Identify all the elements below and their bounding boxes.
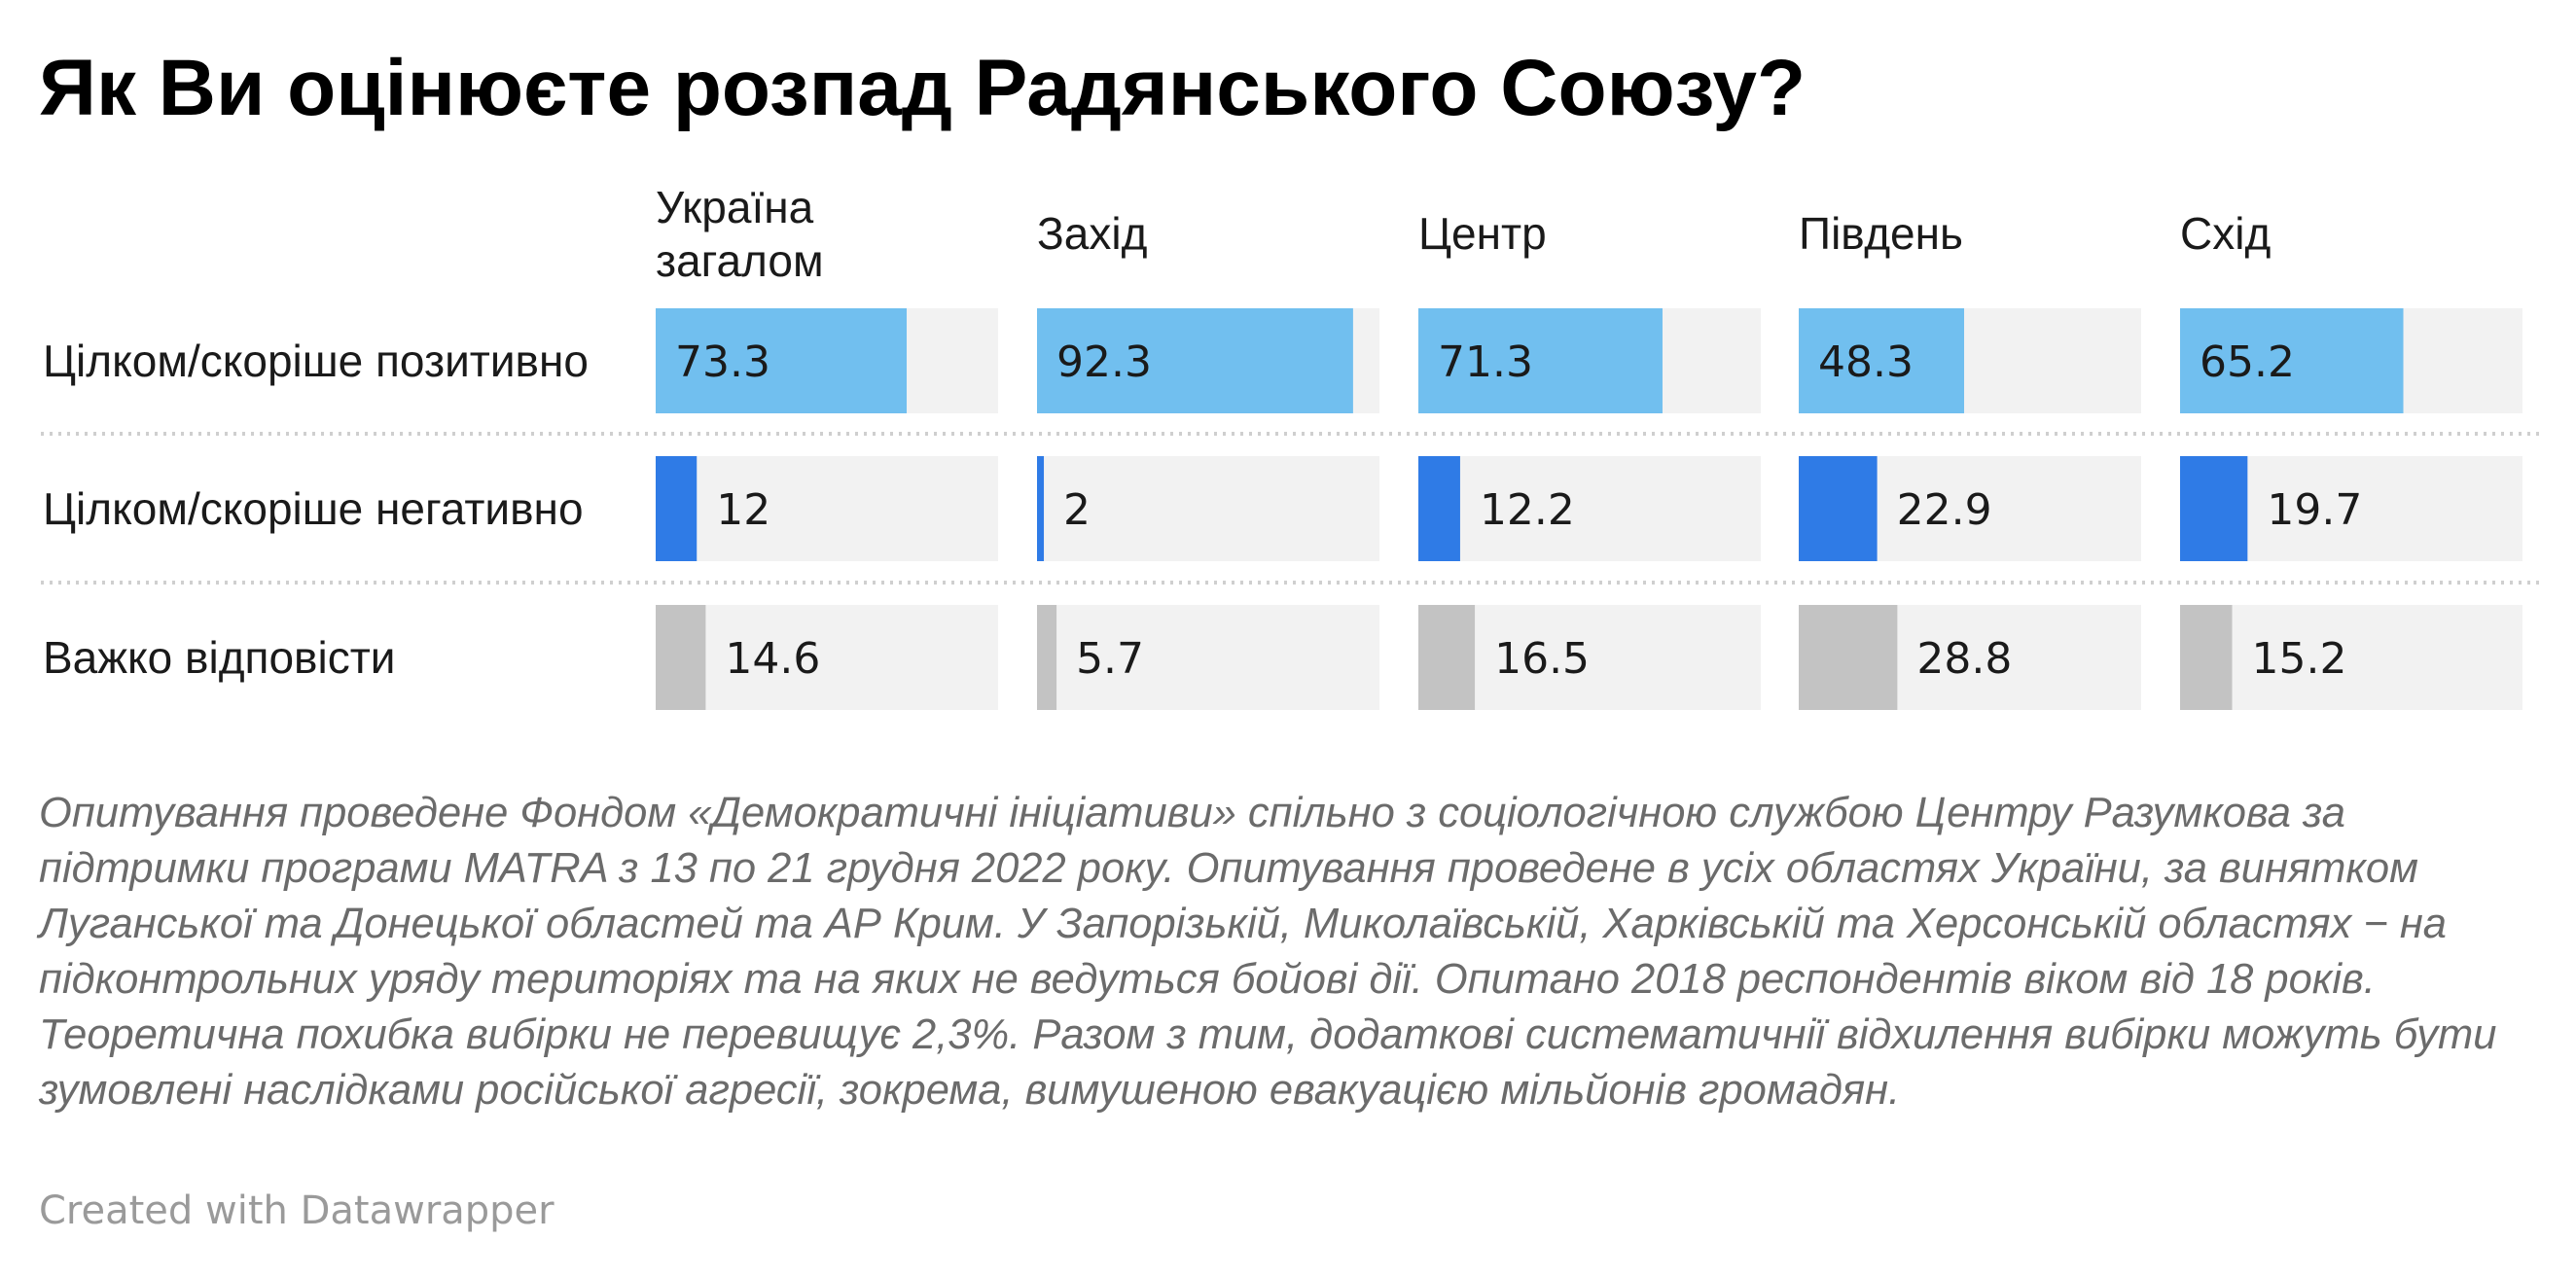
column-header: Україна загалом [656, 182, 824, 286]
bar-track [1418, 456, 1761, 561]
data-label: 22.9 [1897, 485, 1992, 535]
column-header: Центр [1418, 208, 1547, 259]
bar-track [1037, 605, 1379, 710]
bar [1418, 308, 1663, 413]
bar [1037, 605, 1057, 710]
data-label: 28.8 [1916, 634, 2012, 684]
column-header: Захід [1037, 208, 1148, 259]
bar [1799, 308, 1965, 413]
bar [2180, 456, 2248, 561]
data-label: 12.2 [1480, 485, 1575, 535]
data-label: 15.2 [2252, 634, 2347, 684]
bar [1799, 605, 1898, 710]
bar [1799, 456, 1878, 561]
data-label: 48.3 [1818, 337, 1914, 387]
bar-track [2180, 605, 2522, 710]
datawrapper-credit: Created with Datawrapper [39, 1188, 555, 1233]
bar-track [1418, 605, 1761, 710]
data-label: 19.7 [2267, 485, 2362, 535]
data-label: 73.3 [675, 337, 770, 387]
bar [656, 308, 908, 413]
chart-svg: Україна загалом Захід Центр Південь Схід Цілко… [41, 182, 2541, 710]
bar [1037, 308, 1353, 413]
bar-track [656, 456, 998, 561]
bar [1418, 605, 1476, 710]
data-label: 16.5 [1494, 634, 1590, 684]
column-header: Схід [2180, 208, 2271, 259]
row-label: Цілком/скоріше позитивно [43, 336, 589, 386]
bar [656, 456, 698, 561]
bar [2180, 605, 2233, 710]
data-label: 92.3 [1056, 337, 1152, 387]
bar [2180, 308, 2404, 413]
data-label: 71.3 [1438, 337, 1533, 387]
bar [1418, 456, 1460, 561]
row-label: Важко відповісти [43, 632, 395, 683]
bar [656, 605, 706, 710]
data-label: 65.2 [2200, 337, 2295, 387]
bar [1037, 456, 1045, 561]
methodology-note: Опитування проведене Фондом «Демократичн… [39, 790, 2497, 1114]
bar-track [1037, 456, 1379, 561]
column-header: Південь [1799, 208, 1963, 259]
bar-track [656, 605, 998, 710]
chart-title: Як Ви оцінюєте розпад Радянського Союзу? [39, 44, 1807, 132]
data-label: 12 [716, 485, 770, 535]
data-label: 14.6 [725, 634, 820, 684]
data-label: 5.7 [1076, 634, 1144, 684]
row-label: Цілком/скоріше негативно [43, 483, 584, 534]
data-label: 2 [1063, 485, 1091, 535]
